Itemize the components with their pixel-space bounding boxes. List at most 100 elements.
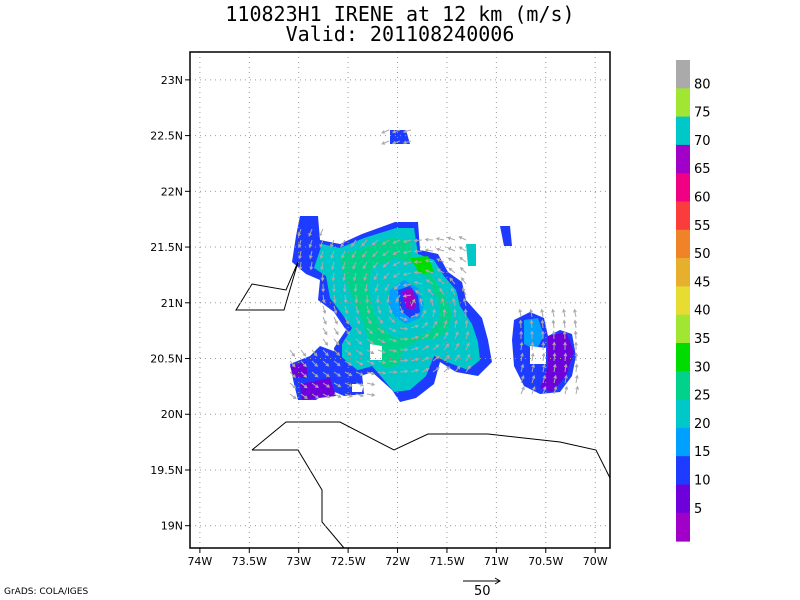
wind-vector: [553, 374, 557, 384]
wind-vector: [330, 261, 335, 271]
wind-vector: [393, 283, 401, 290]
wind-vector: [402, 272, 412, 277]
wind-vector: [366, 305, 371, 315]
wind-vector: [443, 354, 450, 362]
wind-vector: [311, 382, 319, 389]
colorbar-label: 15: [694, 445, 711, 460]
wind-vector: [529, 308, 533, 318]
wind-vector: [344, 371, 353, 377]
wind-vector: [454, 319, 458, 329]
wind-vector: [319, 250, 324, 260]
wind-vector: [333, 393, 342, 398]
wind-vector: [399, 305, 404, 314]
wind-vector: [363, 272, 368, 281]
wind-vector: [553, 385, 558, 395]
wind-vector: [384, 283, 390, 292]
wind-vector: [333, 327, 339, 336]
wind-vector: [381, 129, 390, 134]
wind-vector: [322, 349, 329, 357]
wind-vector: [542, 385, 547, 395]
wind-speed-field: [290, 130, 576, 402]
colorbar-segment: [676, 201, 690, 231]
wind-vector: [374, 283, 379, 293]
wind-vector: [289, 371, 296, 379]
wind-vector: [425, 279, 434, 285]
contour-ne-15: [500, 226, 512, 246]
wind-vector: [540, 319, 545, 329]
wind-vector: [435, 247, 445, 252]
wind-vector: [530, 341, 535, 351]
wind-vector: [399, 316, 408, 321]
wind-vector: [436, 268, 445, 274]
wind-vector: [562, 308, 566, 318]
x-tick-label: 73.5W: [232, 555, 267, 568]
wind-vector: [391, 140, 401, 145]
wind-vector: [355, 393, 365, 398]
wind-vector: [402, 239, 412, 244]
x-tick-label: 73W: [286, 555, 311, 568]
wind-vector: [388, 316, 396, 323]
wind-vector: [413, 249, 423, 254]
wind-vector: [449, 277, 456, 285]
wind-vector: [419, 297, 423, 307]
x-tick-label: 72W: [385, 555, 410, 568]
wind-vector: [355, 316, 361, 325]
colorbar-segment: [676, 116, 690, 146]
wind-vector: [427, 288, 434, 296]
wind-vector: [531, 363, 535, 373]
y-tick-label: 21.5N: [150, 241, 183, 254]
wind-vector: [531, 386, 536, 395]
wind-vector: [362, 261, 368, 270]
map-frame: [189, 51, 611, 549]
contour-east-20: [524, 318, 544, 350]
wind-vector: [451, 297, 456, 307]
wind-vector: [319, 228, 324, 237]
wind-vector: [355, 349, 364, 355]
wind-vector: [414, 290, 423, 296]
vector-scale-label: 50: [474, 584, 491, 599]
wind-vector: [366, 338, 374, 345]
wind-vector: [520, 386, 525, 395]
wind-vector: [399, 337, 409, 341]
colorbar-segment: [676, 371, 690, 401]
colorbar-label: 80: [694, 77, 711, 92]
wind-vector: [520, 352, 524, 362]
wind-vector: [342, 283, 347, 293]
contour-ne-25: [466, 244, 476, 266]
y-tick-label: 20N: [161, 408, 183, 421]
wind-vector: [382, 250, 390, 257]
wind-vector: [340, 239, 346, 248]
wind-vector: [421, 322, 429, 329]
wind-vector: [410, 346, 420, 351]
wind-vector: [432, 367, 441, 373]
wind-vector: [424, 248, 434, 253]
wind-vector: [377, 371, 387, 375]
colorbar-segment: [676, 229, 690, 259]
wind-vector: [366, 349, 375, 355]
wind-vector: [448, 267, 456, 274]
colorbar-segment: [676, 314, 690, 344]
contour-sw-10: [290, 362, 336, 400]
wind-vector: [392, 250, 401, 255]
wind-vector: [443, 343, 450, 351]
wind-vector: [531, 374, 536, 384]
colorbar-label: 40: [694, 304, 711, 319]
wind-vector: [518, 308, 523, 318]
wind-vector: [459, 256, 467, 263]
colorbar-segment: [676, 286, 690, 316]
wind-vector: [321, 283, 326, 293]
wind-vector: [377, 316, 384, 324]
wind-vector: [300, 393, 308, 399]
x-tick-label: 74W: [187, 555, 212, 568]
wind-vector: [365, 294, 370, 304]
wind-vector: [519, 330, 524, 340]
wind-vector: [413, 260, 423, 264]
y-tick-label: 22.5N: [150, 130, 183, 143]
wind-vector: [344, 382, 353, 387]
wind-vector: [352, 261, 357, 270]
wind-vector: [432, 320, 438, 329]
wind-vector: [454, 342, 460, 351]
colorbar-label: 35: [694, 332, 711, 347]
wind-vector: [297, 228, 302, 238]
